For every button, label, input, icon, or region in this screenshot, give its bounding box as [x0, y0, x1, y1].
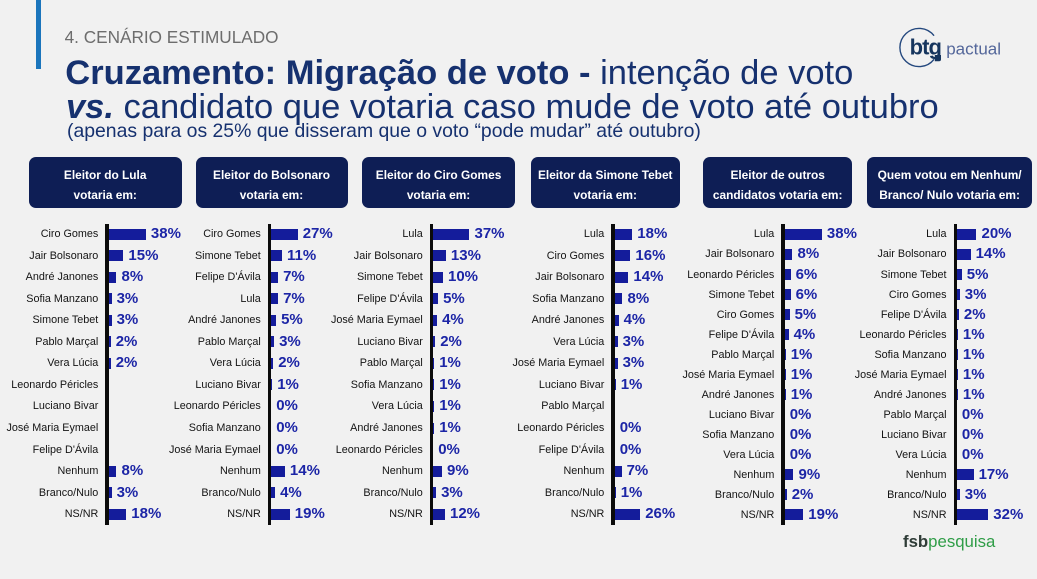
- svg-text:pactual: pactual: [946, 40, 1001, 59]
